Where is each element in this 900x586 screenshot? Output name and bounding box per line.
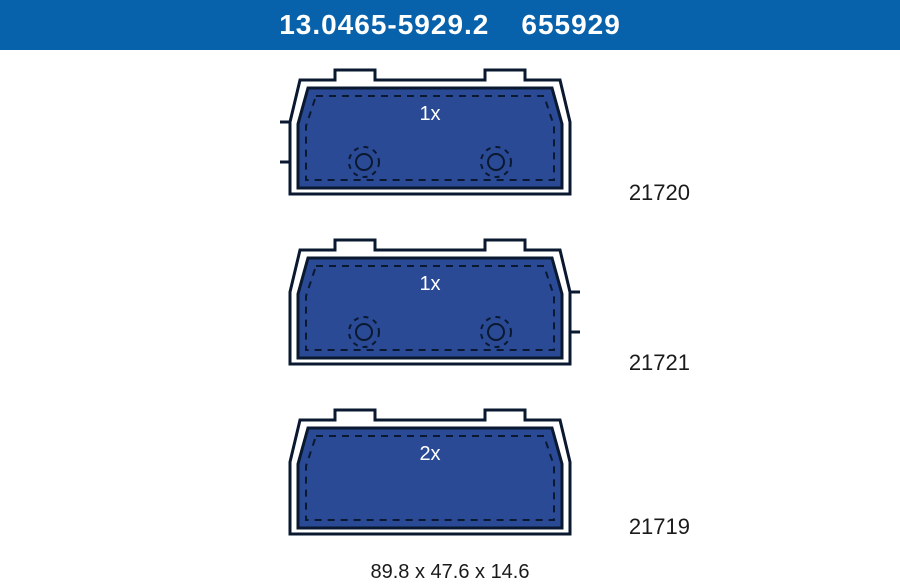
dimensions-label: 89.8 x 47.6 x 14.6: [0, 561, 900, 584]
sensor-tab-left: [280, 122, 290, 162]
header-bar: 13.0465-5929.2 655929: [0, 0, 900, 50]
qty-label: 2x: [419, 443, 440, 465]
part-number-secondary: 655929: [521, 9, 620, 41]
qty-label: 1x: [419, 273, 440, 295]
part-label-21720: 21720: [629, 180, 690, 206]
diagram-area: 89.8 x 47.6 x 14.6 1x 21720 1x 21721 2x 21719: [0, 50, 900, 586]
sensor-tab-right: [570, 292, 580, 332]
part-number-primary: 13.0465-5929.2: [279, 9, 489, 41]
brake-pad-21721: 1x: [280, 232, 580, 385]
part-label-21721: 21721: [629, 350, 690, 376]
qty-label: 1x: [419, 103, 440, 125]
brake-pad-21719: 2x: [280, 402, 580, 555]
part-label-21719: 21719: [629, 514, 690, 540]
brake-pad-21720: 1x: [280, 62, 580, 215]
